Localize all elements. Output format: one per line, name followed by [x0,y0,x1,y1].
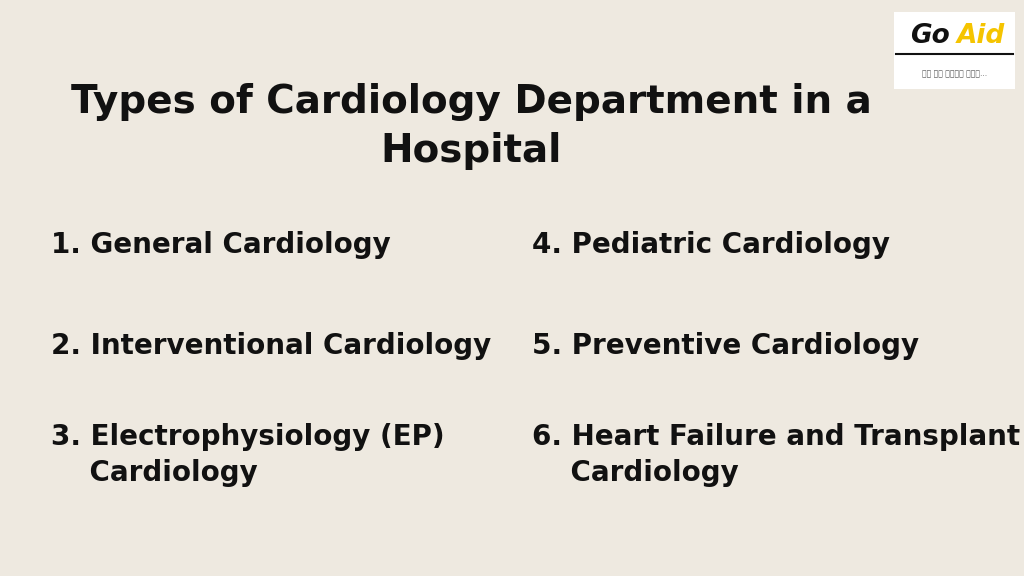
Text: 5. Preventive Cardiology: 5. Preventive Cardiology [532,332,920,359]
Text: Aid: Aid [956,24,1006,50]
Text: 4. Pediatric Cardiology: 4. Pediatric Cardiology [532,231,891,259]
Text: 1. General Cardiology: 1. General Cardiology [51,231,391,259]
FancyBboxPatch shape [894,12,1015,89]
Text: हर पल आपके साथ...: हर पल आपके साथ... [922,69,987,78]
Text: 6. Heart Failure and Transplant
    Cardiology: 6. Heart Failure and Transplant Cardiolo… [532,423,1021,487]
Text: Go: Go [910,24,950,50]
Text: 2. Interventional Cardiology: 2. Interventional Cardiology [51,332,492,359]
Text: Types of Cardiology Department in a
Hospital: Types of Cardiology Department in a Hosp… [71,84,871,170]
Text: 3. Electrophysiology (EP)
    Cardiology: 3. Electrophysiology (EP) Cardiology [51,423,444,487]
